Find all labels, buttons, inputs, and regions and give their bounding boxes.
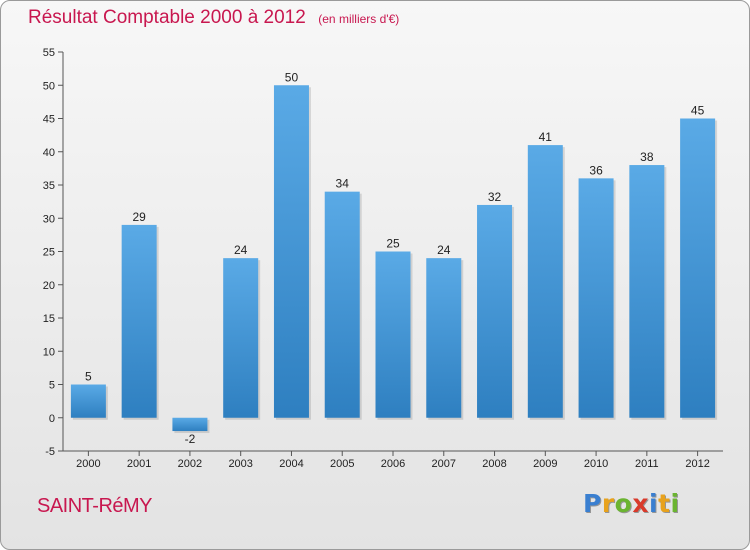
y-tick-label: 45 [43,114,55,126]
chart-title: Résultat Comptable 2000 à 2012 [28,7,306,28]
data-label-2010: 36 [589,163,603,177]
logo-letter: i [670,489,680,518]
axes: -5 0 5 10 15 20 25 30 35 40 45 50 55 2000 2001 2002 2003… [43,47,723,470]
x-tick-label: 2000 [76,458,100,470]
data-label-2004: 50 [285,70,299,84]
y-tick-label: 35 [43,180,55,192]
bar-2001 [121,224,157,418]
bar-2006 [375,251,411,418]
bar-2011 [629,165,665,418]
x-tick-label: 2008 [482,458,506,470]
y-tick-label: 50 [43,80,55,92]
x-tick-label: 2006 [381,458,405,470]
y-tick-label: 55 [43,47,55,59]
data-label-2000: 5 [85,370,92,384]
bar-2000 [70,384,106,418]
chart-subtitle: (en milliers d'€) [318,12,400,26]
data-label-2009: 41 [539,130,553,144]
bars-group [70,85,718,434]
bar-2005 [324,191,360,418]
logo-letter: t [658,489,671,518]
bar-2009 [527,145,563,418]
y-tick-label: 20 [43,280,55,292]
x-tick-label: 2012 [685,458,709,470]
logo-letter: o [614,489,633,518]
x-tick-label: 2003 [228,458,252,470]
commune-name: SAINT-RéMY [37,495,153,517]
y-tick-label: 5 [49,380,55,392]
data-labels-group: 5 29 -2 24 50 34 25 24 32 41 36 38 45 [85,70,705,446]
data-label-2002: -2 [185,432,196,446]
x-tick-label: 2005 [330,458,354,470]
x-tick-label: 2001 [127,458,151,470]
x-tick-label: 2004 [279,458,303,470]
logo-letter: x [632,489,649,518]
y-tick-label: 25 [43,247,55,259]
data-label-2003: 24 [234,243,248,257]
bar-2002 [172,417,208,432]
data-label-2012: 45 [691,104,705,118]
logo-letter: r [601,489,615,518]
y-tick-label: 10 [43,346,55,358]
bar-2012 [680,118,716,418]
y-tick-label: -5 [45,446,55,458]
x-tick-label: 2009 [533,458,557,470]
x-tick-label: 2007 [432,458,456,470]
y-tick-label: 40 [43,147,55,159]
data-label-2008: 32 [488,190,502,204]
bar-2008 [477,204,513,418]
data-label-2001: 29 [132,210,146,224]
y-tick-label: 15 [43,313,55,325]
logo-letter: i [649,489,659,518]
bar-2007 [426,258,462,418]
title-row: Résultat Comptable 2000 à 2012 (en milli… [28,7,399,29]
y-tick-label: 30 [43,213,55,225]
x-tick-label: 2002 [178,458,202,470]
data-label-2005: 34 [336,177,350,191]
logo-letter: P [583,489,602,518]
data-label-2011: 38 [640,150,654,164]
bar-2010 [578,178,614,418]
x-tick-label: 2011 [635,458,659,470]
data-label-2006: 25 [386,237,400,251]
data-label-2007: 24 [437,243,451,257]
bar-2004 [273,85,309,418]
proxiti-logo[interactable]: Proxiti [583,489,680,518]
x-tick-label: 2010 [584,458,608,470]
y-tick-label: 0 [49,413,55,425]
bar-2003 [223,258,259,418]
